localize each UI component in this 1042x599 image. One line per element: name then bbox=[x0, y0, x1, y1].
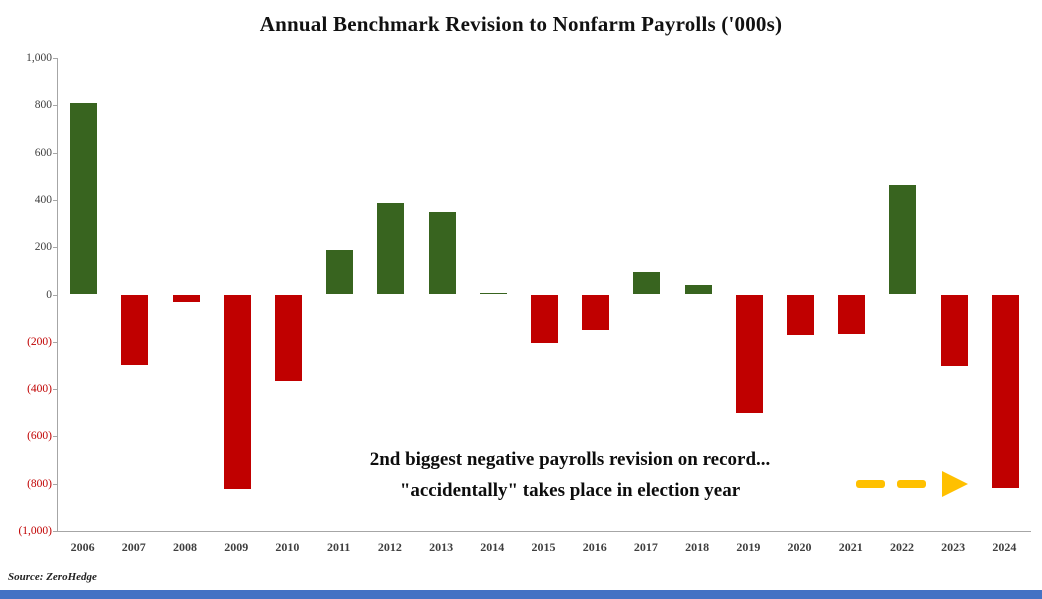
bar-2020 bbox=[787, 294, 815, 336]
bar-2017 bbox=[633, 271, 661, 295]
x-tick-2007: 2007 bbox=[121, 540, 146, 554]
x-axis: 2006 2007 2008 2009 2010 2011 2012 2013 2014 2015… bbox=[57, 540, 1030, 558]
bottom-blue-bar bbox=[0, 590, 1042, 599]
y-tick-mark bbox=[53, 436, 57, 438]
y-tick-mark bbox=[53, 389, 57, 391]
x-tick-2012: 2012 bbox=[377, 540, 402, 554]
y-axis: 1,000 800 600 400 200 0 (200) (400) (600) (800) (1… bbox=[2, 52, 52, 537]
bar-2012 bbox=[377, 203, 405, 295]
chart-title: Annual Benchmark Revision to Nonfarm Pay… bbox=[259, 12, 783, 36]
x-tick-2017: 2017 bbox=[633, 540, 658, 554]
y-tick-mark bbox=[53, 152, 57, 154]
y-tick-mark bbox=[53, 247, 57, 249]
x-tick-2019: 2019 bbox=[736, 540, 761, 554]
x-tick-2011: 2011 bbox=[326, 540, 351, 554]
y-tick-mark bbox=[53, 105, 57, 107]
plot-area bbox=[53, 58, 1031, 532]
y-tick-label: 800 bbox=[34, 99, 52, 112]
x-tick-2006: 2006 bbox=[70, 540, 95, 554]
bar-2010 bbox=[274, 294, 302, 382]
annotation-line-1: 2nd biggest negative payrolls revision o… bbox=[369, 449, 771, 470]
y-tick-mark bbox=[53, 341, 57, 343]
x-tick-2014: 2014 bbox=[480, 540, 505, 554]
x-tick-2022: 2022 bbox=[889, 540, 914, 554]
bar-2006 bbox=[70, 102, 98, 295]
x-tick-2018: 2018 bbox=[685, 540, 710, 554]
y-tick-label: (1,000) bbox=[18, 525, 52, 537]
y-tick-label: 1,000 bbox=[26, 52, 52, 64]
bar-2022 bbox=[889, 185, 917, 295]
bar-2016 bbox=[582, 294, 610, 331]
y-tick-label: 200 bbox=[34, 241, 52, 254]
bar-2009 bbox=[223, 294, 251, 490]
annotation-arrow-icon bbox=[856, 471, 976, 497]
y-tick-label: 0 bbox=[46, 288, 52, 301]
arrow-dash bbox=[897, 480, 926, 488]
bar-2013 bbox=[428, 212, 456, 295]
bar-2011 bbox=[326, 249, 354, 295]
annotation-line-2: "accidentally" takes place in election y… bbox=[399, 480, 741, 501]
y-tick-mark bbox=[53, 199, 57, 201]
y-tick-label: (600) bbox=[27, 430, 52, 443]
bar-2024 bbox=[991, 294, 1019, 488]
source-label: Source: ZeroHedge bbox=[8, 571, 97, 583]
y-tick-mark bbox=[53, 483, 57, 485]
y-tick-label: (200) bbox=[27, 335, 52, 348]
bar-2008 bbox=[172, 294, 200, 302]
x-tick-2023: 2023 bbox=[941, 540, 966, 554]
y-tick-label: (800) bbox=[27, 477, 52, 490]
y-tick-label: 600 bbox=[34, 146, 52, 159]
bar-2018 bbox=[684, 284, 712, 295]
arrow-head bbox=[942, 471, 968, 497]
bar-2021 bbox=[838, 294, 866, 334]
x-tick-2008: 2008 bbox=[173, 540, 197, 554]
x-tick-2010: 2010 bbox=[275, 540, 300, 554]
y-tick-label: (400) bbox=[27, 383, 52, 396]
y-tick-mark bbox=[53, 294, 57, 296]
x-tick-2024: 2024 bbox=[992, 540, 1017, 554]
x-tick-2009: 2009 bbox=[224, 540, 249, 554]
bar-2007 bbox=[121, 294, 149, 365]
y-tick-mark bbox=[53, 58, 57, 59]
arrow-dash bbox=[856, 480, 885, 488]
y-tick-label: 400 bbox=[34, 193, 52, 206]
annotation-text: 2nd biggest negative payrolls revision o… bbox=[250, 444, 890, 506]
x-tick-2021: 2021 bbox=[838, 540, 863, 554]
x-tick-2013: 2013 bbox=[429, 540, 454, 554]
x-tick-2015: 2015 bbox=[531, 540, 556, 554]
x-tick-2016: 2016 bbox=[582, 540, 607, 554]
bar-2015 bbox=[531, 294, 558, 344]
bar-2014 bbox=[479, 292, 507, 295]
bar-2023 bbox=[940, 294, 968, 367]
x-tick-2020: 2020 bbox=[787, 540, 812, 554]
bar-2019 bbox=[735, 294, 763, 413]
y-tick-mark bbox=[53, 531, 57, 532]
